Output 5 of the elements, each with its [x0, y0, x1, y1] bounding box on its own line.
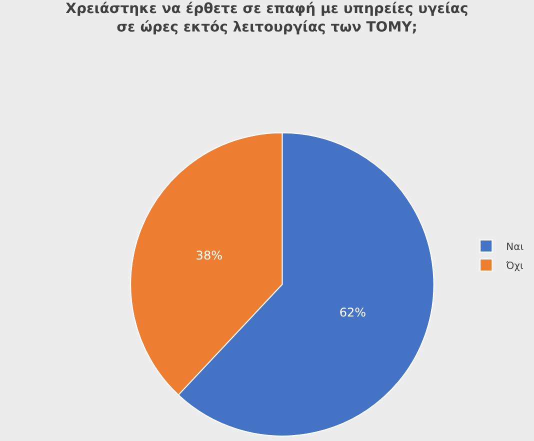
- data-label: 62%: [339, 305, 366, 320]
- chart-title: Χρειάστηκε να έρθετε σε επαφή με υπηρείες υγείας σε ώρες εκτός λειτουργίας των ΤΟΜΥ;: [66, 1, 468, 36]
- data-label: 38%: [196, 248, 222, 262]
- legend-label: Όχι: [505, 260, 524, 272]
- legend-label: Ναι: [506, 242, 524, 253]
